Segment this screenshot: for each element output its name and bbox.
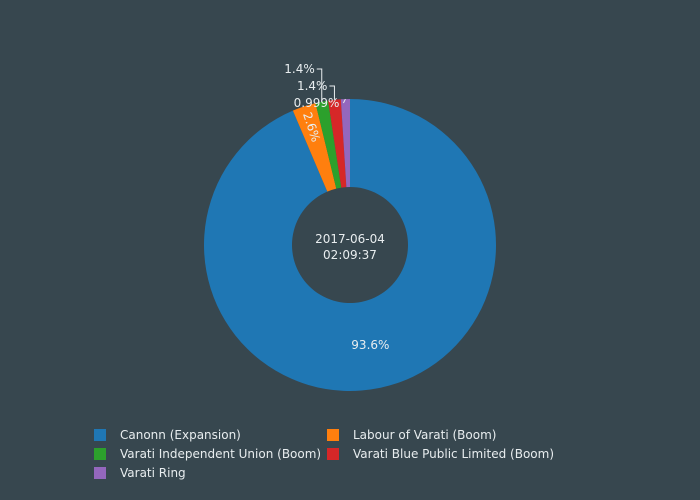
legend-label-varati-independent-union-boom: Varati Independent Union (Boom) xyxy=(120,447,321,461)
slice-varati-ring[interactable] xyxy=(340,99,350,188)
legend-item-varati-independent-union-boom[interactable]: Varati Independent Union (Boom) xyxy=(94,447,321,461)
leader-line-varati-independent-union-boom xyxy=(316,68,323,102)
legend-item-varati-blue-public-limited-boom[interactable]: Varati Blue Public Limited (Boom) xyxy=(327,447,554,461)
leader-lines-group xyxy=(316,68,346,104)
slices-group xyxy=(204,99,497,392)
slice-label-varati-independent-union-boom: 1.4% xyxy=(284,62,315,76)
slice-canonn-expansion[interactable] xyxy=(204,99,497,392)
legend-item-varati-ring[interactable]: Varati Ring xyxy=(94,466,186,480)
center-label-group: 2017-06-04 02:09:37 xyxy=(315,232,385,262)
leader-line-varati-blue-public-limited-boom xyxy=(329,85,335,100)
legend: Canonn (Expansion) Labour of Varati (Boom… xyxy=(94,428,554,480)
legend-swatch-varati-ring xyxy=(94,467,106,479)
center-label-date: 2017-06-04 xyxy=(315,232,385,246)
center-label-time: 02:09:37 xyxy=(323,248,377,262)
legend-label-labour-of-varati-boom: Labour of Varati (Boom) xyxy=(353,428,496,442)
leader-line-varati-ring xyxy=(342,98,346,104)
legend-swatch-labour-of-varati-boom xyxy=(327,429,339,441)
legend-item-canonn-expansion[interactable]: Canonn (Expansion) xyxy=(94,428,241,442)
legend-label-canonn-expansion: Canonn (Expansion) xyxy=(120,428,241,442)
legend-label-varati-blue-public-limited-boom: Varati Blue Public Limited (Boom) xyxy=(353,447,554,461)
slice-label-canonn-expansion: 93.6% xyxy=(351,338,389,352)
legend-swatch-varati-blue-public-limited-boom xyxy=(327,448,339,460)
legend-item-labour-of-varati-boom[interactable]: Labour of Varati (Boom) xyxy=(327,428,496,442)
slice-varati-blue-public-limited-boom[interactable] xyxy=(328,99,347,188)
slice-label-varati-blue-public-limited-boom: 1.4% xyxy=(297,79,328,93)
legend-swatch-varati-independent-union-boom xyxy=(94,448,106,460)
slice-labour-of-varati-boom[interactable] xyxy=(292,103,337,192)
legend-swatch-canonn-expansion xyxy=(94,429,106,441)
slice-label-varati-ring: 0.999% xyxy=(294,96,340,110)
legend-label-varati-ring: Varati Ring xyxy=(120,466,186,480)
slice-varati-independent-union-boom[interactable] xyxy=(315,100,342,189)
